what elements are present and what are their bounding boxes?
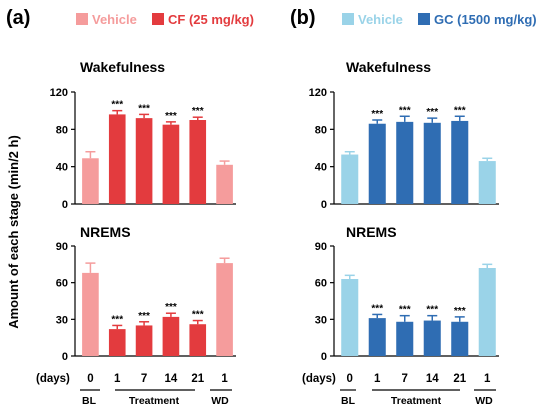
a-nrems-ytick-label-0: 0 [62,351,68,363]
b-nrems-bar-2 [396,321,414,356]
group-label-treatment-b: Treatment [391,395,442,407]
a-nrems-title: NREMS [80,224,131,240]
b-wake-bar-4 [451,120,469,204]
b-nrems-sig-2: *** [399,305,411,316]
legend-swatch-gc-b [418,13,430,25]
legend-label-gc-b: GC (1500 mg/kg) [434,12,537,27]
legend-label-vehicle-a: Vehicle [92,12,137,27]
b-wake-ytick-label-2: 80 [315,124,327,136]
group-label-wd-a: WD [211,395,229,407]
legend-label-cf-a: CF (25 mg/kg) [168,12,254,27]
a-nrems-bar-0 [82,272,99,356]
b-nrems-bar-0 [341,279,359,356]
b-wake-bar-3 [423,122,441,204]
a-wake-sig-1: *** [111,100,123,111]
a-nrems-ytick-label-1: 30 [56,314,68,326]
b-nrems-ytick-label-1: 30 [315,314,327,326]
a-wake-bar-1 [108,114,126,204]
b-wake-bar-2 [396,121,414,204]
b-nrems-title: NREMS [346,224,397,240]
a-wake-bar-3 [162,124,180,204]
b-wake-sig-2: *** [399,105,411,116]
a-wake-ytick-label-1: 40 [56,162,68,174]
a-nrems-xtick-1: 1 [114,373,121,385]
y-axis-label: Amount of each stage (min/2 h) [6,135,21,329]
a-nrems-xtick-0: 0 [87,373,93,385]
b-wake-bar-0 [341,154,359,204]
a-nrems-bar-1 [108,329,126,356]
legend-label-vehicle-b: Vehicle [358,12,403,27]
a-nrems-sig-1: *** [111,314,123,325]
a-wake-bar-0 [82,158,99,204]
a-wake-ytick-label-3: 120 [50,87,68,99]
a-wake-title: Wakefulness [80,59,165,75]
a-nrems-xtick-2: 7 [141,373,147,385]
b-nrems-bar-3 [423,320,441,356]
a-nrems-ytick-label-2: 60 [56,278,68,290]
b-nrems-sig-1: *** [371,303,383,314]
a-nrems-xtick-5: 1 [221,373,228,385]
panel-letter-b: (b) [290,7,316,29]
a-wake-sig-4: *** [192,106,204,117]
a-wake-sig-2: *** [138,103,150,114]
b-nrems-bar-4 [451,321,469,356]
b-wake-ytick-label-3: 120 [309,87,327,99]
b-nrems-ytick-label-0: 0 [321,351,327,363]
a-nrems-sig-2: *** [138,311,150,322]
b-nrems-bar-1 [368,318,386,356]
b-nrems-sig-4: *** [454,306,466,317]
a-wake-ytick-label-0: 0 [62,199,68,211]
b-wake-ytick-label-1: 40 [315,162,327,174]
b-wake-bar-5 [478,161,496,204]
a-wake-bar-5 [216,164,233,204]
a-nrems-xtick-3: 14 [165,373,178,385]
a-nrems-sig-3: *** [165,302,177,313]
panel-letter-a: (a) [6,7,30,29]
days-label-b: (days) [302,373,336,385]
a-nrems-bar-5 [216,263,233,356]
group-label-wd-b: WD [475,395,493,407]
days-label-a: (days) [36,373,70,385]
a-nrems-sig-4: *** [192,310,204,321]
b-wake-bar-1 [368,123,386,204]
b-nrems-xtick-4: 21 [453,373,466,385]
group-label-bl-b: BL [341,395,356,407]
a-wake-ytick-label-2: 80 [56,124,68,136]
a-wake-bar-4 [189,120,207,204]
b-wake-ytick-label-0: 0 [321,199,327,211]
a-nrems-bar-4 [189,324,207,356]
a-nrems-ytick-label-3: 90 [56,241,68,253]
group-label-treatment-a: Treatment [129,395,180,407]
charts-layer: Wakefulness 0 40 80 120 *** *** *** *** NREMS 0 30 6… [50,59,499,391]
legend-swatch-cf-a [152,13,164,25]
b-nrems-ytick-label-3: 90 [315,241,327,253]
a-nrems-xtick-4: 21 [191,373,204,385]
b-nrems-xtick-1: 1 [374,373,381,385]
b-nrems-xtick-2: 7 [402,373,408,385]
a-nrems-bar-2 [135,325,153,356]
b-wake-sig-4: *** [454,105,466,116]
legend-swatch-vehicle-b [342,13,354,25]
b-wake-title: Wakefulness [346,59,431,75]
b-nrems-xtick-3: 14 [426,373,439,385]
a-wake-sig-3: *** [165,111,177,122]
legend-swatch-vehicle-a [76,13,88,25]
a-nrems-bar-3 [162,316,180,356]
b-nrems-ytick-label-2: 60 [315,278,327,290]
b-nrems-xtick-0: 0 [347,373,353,385]
b-nrems-sig-3: *** [426,305,438,316]
b-nrems-xtick-5: 1 [484,373,491,385]
b-wake-sig-3: *** [426,107,438,118]
a-wake-bar-2 [135,118,153,204]
group-label-bl-a: BL [82,395,97,407]
b-wake-sig-1: *** [371,109,383,120]
b-nrems-bar-5 [478,268,496,356]
